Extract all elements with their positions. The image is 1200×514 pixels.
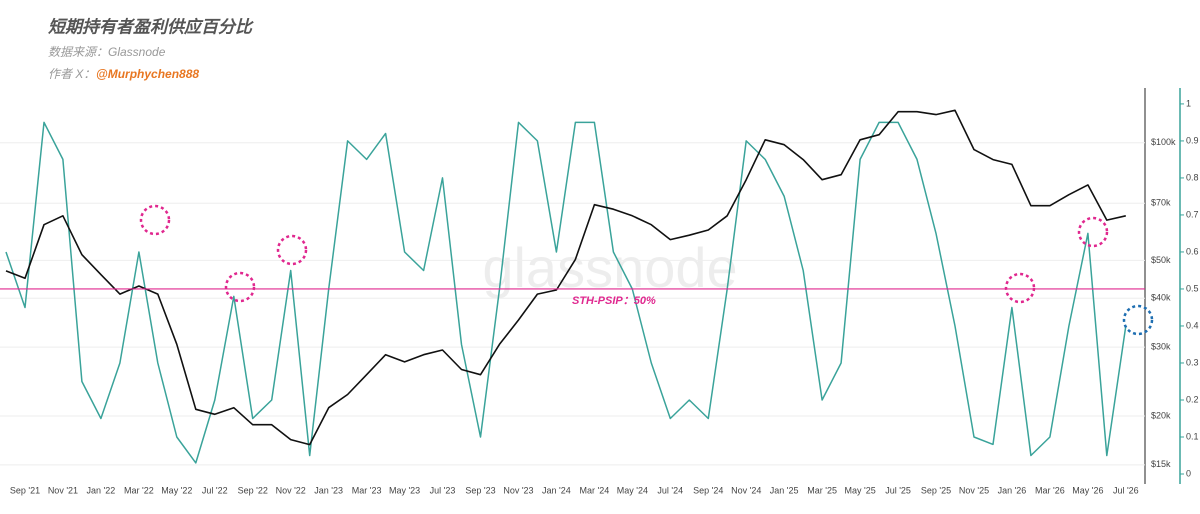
author: @Murphychen888 [96, 67, 199, 81]
y2-tick-label: 0 [1186, 468, 1191, 478]
chart-title: 短期持有者盈利供应百分比 [48, 17, 254, 36]
series-line [5, 109, 1126, 446]
x-tick-label: Sep '25 [921, 485, 951, 495]
x-tick-label: Jul '26 [1113, 485, 1139, 495]
x-tick-label: Mar '24 [580, 485, 610, 495]
watermark: glassnode [482, 236, 737, 299]
x-tick-label: Jan '26 [998, 485, 1027, 495]
y2-tick-label: 0.8 [1186, 172, 1199, 182]
y-tick-label: $30k [1151, 342, 1171, 352]
y-tick-label: $15k [1151, 459, 1171, 469]
y2-tick-label: 0.6 [1186, 246, 1199, 256]
x-tick-label: Mar '23 [352, 485, 382, 495]
x-tick-label: May '23 [389, 485, 420, 495]
x-tick-label: Jul '23 [430, 485, 456, 495]
y2-tick-label: 0.7 [1186, 209, 1199, 219]
y2-tick-label: 0.3 [1186, 357, 1199, 367]
highlight-circle [1077, 216, 1109, 248]
x-tick-label: Sep '23 [465, 485, 495, 495]
x-tick-label: Nov '24 [731, 485, 761, 495]
plot-area: $15k $20k $30k $40k $50k $70k $100k 0 0.1 0.2 0.3 0… [0, 88, 1199, 495]
series-line [5, 121, 1127, 464]
y-tick-label: $40k [1151, 293, 1171, 303]
x-tick-label: Jul '24 [657, 485, 683, 495]
x-tick-label: Mar '22 [124, 485, 154, 495]
highlight-circle [1122, 304, 1154, 336]
y2-tick-label: 1 [1186, 98, 1191, 108]
y-tick-label: $50k [1151, 255, 1171, 265]
highlight-circles [139, 204, 1154, 336]
x-tick-label: Jul '22 [202, 485, 228, 495]
y2-tick-label: 0.4 [1186, 320, 1199, 330]
reference-label: STH-PSIP：50% [572, 295, 656, 307]
source: 数据来源：Glassnode [48, 45, 166, 59]
x-tick-label: Nov '25 [959, 485, 989, 495]
highlight-circle [224, 271, 256, 303]
y2-tick-label: 0.9 [1186, 135, 1199, 145]
highlight-circle [139, 204, 171, 236]
highlight-circle [276, 234, 308, 266]
x-tick-label: Sep '24 [693, 485, 723, 495]
y-tick-label: $100k [1151, 137, 1176, 147]
y2-tick-label: 0.2 [1186, 394, 1199, 404]
x-tick-label: Mar '26 [1035, 485, 1065, 495]
x-tick-label: Nov '22 [276, 485, 306, 495]
x-tick-label: Nov '21 [48, 485, 78, 495]
author-prefix: 作者 X： [48, 67, 95, 81]
highlight-circle [1004, 272, 1036, 304]
y2-tick-label: 0.5 [1186, 283, 1199, 293]
x-tick-label: Jan '24 [542, 485, 571, 495]
x-tick-label: May '22 [161, 485, 192, 495]
x-tick-label: May '25 [844, 485, 875, 495]
x-tick-label: Jan '25 [770, 485, 799, 495]
x-tick-label: Sep '22 [238, 485, 268, 495]
x-tick-label: Mar '25 [807, 485, 837, 495]
x-tick-label: May '24 [617, 485, 648, 495]
x-tick-label: Nov '23 [503, 485, 533, 495]
y-tick-label: $70k [1151, 198, 1171, 208]
x-tick-label: Sep '21 [10, 485, 40, 495]
x-tick-label: Jan '22 [87, 485, 116, 495]
y-tick-label: $20k [1151, 410, 1171, 420]
y2-tick-label: 0.1 [1186, 431, 1199, 441]
x-tick-label: May '26 [1072, 485, 1103, 495]
x-tick-label: Jul '25 [885, 485, 911, 495]
x-tick-label: Jan '23 [314, 485, 343, 495]
